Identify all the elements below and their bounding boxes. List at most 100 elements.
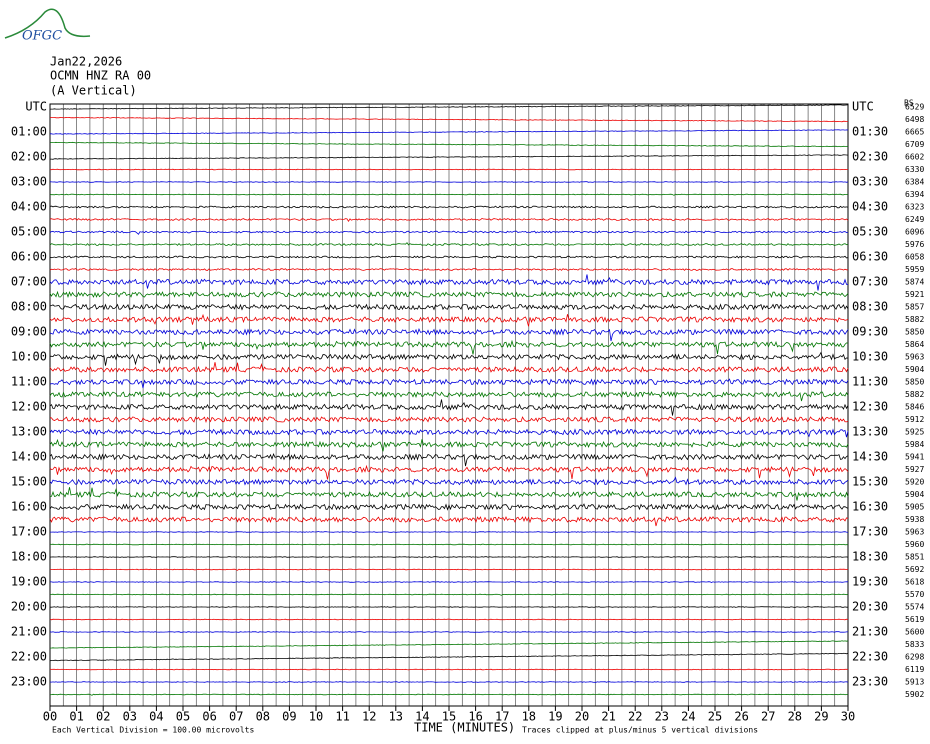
- trace: [49, 606, 848, 608]
- x-tick-label: 14: [415, 710, 429, 724]
- trace: [49, 476, 849, 486]
- trace-offset: 5984: [905, 440, 924, 449]
- hour-label: 14:00: [11, 450, 47, 464]
- trace-offset: 5912: [905, 415, 924, 424]
- x-tick-label: 28: [788, 710, 802, 724]
- trace-offset: 6330: [905, 165, 924, 174]
- trace-offset: 6119: [905, 665, 924, 674]
- trace-offset: 6602: [905, 153, 924, 162]
- x-tick-label: 12: [362, 710, 376, 724]
- trace-offset: 6384: [905, 178, 924, 187]
- x-tick-label: 13: [389, 710, 403, 724]
- x-tick-label: 16: [468, 710, 482, 724]
- trace: [49, 205, 849, 209]
- clip-note: Traces clipped at plus/minus 5 vertical …: [522, 726, 758, 735]
- x-tick-label: 24: [681, 710, 695, 724]
- x-tick-label: 26: [734, 710, 748, 724]
- trace-offset: 5938: [905, 515, 924, 524]
- x-tick-label: 25: [708, 710, 722, 724]
- x-tick-label: 23: [655, 710, 669, 724]
- trace: [49, 438, 849, 452]
- half-hour-label: 02:30: [852, 150, 888, 164]
- trace: [49, 693, 849, 696]
- trace: [49, 503, 849, 511]
- trace-offset: 5963: [905, 353, 924, 362]
- trace-offset: 6394: [905, 190, 924, 199]
- trace-offset: 5874: [905, 278, 924, 287]
- x-tick-label: 27: [761, 710, 775, 724]
- hour-label: 22:00: [11, 650, 47, 664]
- trace: [49, 399, 849, 416]
- hour-label: 16:00: [11, 500, 47, 514]
- trace-offset: 6498: [905, 115, 924, 124]
- hour-label: 23:00: [11, 675, 47, 689]
- trace-offset: 5864: [905, 340, 924, 349]
- half-hour-label: 03:30: [852, 175, 888, 189]
- trace-offset: 5600: [905, 628, 924, 637]
- hour-label: 18:00: [11, 550, 47, 564]
- half-hour-label: 08:30: [852, 300, 888, 314]
- hour-label: 11:00: [11, 375, 47, 389]
- x-tick-label: 30: [841, 710, 855, 724]
- half-hour-label: 21:30: [852, 625, 888, 639]
- trace-offset: 6249: [905, 215, 924, 224]
- half-hour-label: 20:30: [852, 600, 888, 614]
- x-tick-label: 18: [522, 710, 536, 724]
- hour-label: 08:00: [11, 300, 47, 314]
- half-hour-label: 10:30: [852, 350, 888, 364]
- trace: [49, 452, 849, 467]
- trace-offset: 5574: [905, 603, 924, 612]
- trace-offset: 5882: [905, 390, 924, 399]
- half-hour-label: 17:30: [852, 525, 888, 539]
- trace: [50, 104, 849, 110]
- trace: [50, 129, 849, 135]
- trace-offset: 5846: [905, 403, 924, 412]
- x-tick-label: 10: [309, 710, 323, 724]
- x-tick-label: 03: [123, 710, 137, 724]
- half-hour-label: 12:30: [852, 400, 888, 414]
- trace: [49, 116, 849, 123]
- logo-text: OFGC: [22, 29, 62, 44]
- hour-label: UTC: [25, 100, 47, 114]
- trace-offset: 5850: [905, 378, 924, 387]
- trace-offset: 5960: [905, 540, 924, 549]
- x-tick-label: 06: [202, 710, 216, 724]
- axis-title: TIME (MINUTES): [414, 721, 515, 735]
- trace-offset: 5905: [905, 503, 924, 512]
- trace: [49, 652, 849, 662]
- trace: [49, 618, 849, 621]
- x-tick-label: 29: [814, 710, 828, 724]
- trace-offset: 5882: [905, 315, 924, 324]
- hour-label: 02:00: [11, 150, 47, 164]
- trace: [49, 631, 848, 633]
- trace-offset: 5920: [905, 478, 924, 487]
- trace: [49, 193, 849, 196]
- half-hour-label: 22:30: [852, 650, 888, 664]
- trace: [49, 168, 848, 171]
- x-tick-label: 09: [282, 710, 296, 724]
- x-tick-label: 11: [335, 710, 349, 724]
- trace: [49, 230, 849, 235]
- hour-label: 17:00: [11, 525, 47, 539]
- x-tick-label: 01: [69, 710, 83, 724]
- hour-label: 10:00: [11, 350, 47, 364]
- trace: [49, 543, 848, 546]
- hour-label: 20:00: [11, 600, 47, 614]
- hour-label: 12:00: [11, 400, 47, 414]
- trace: [49, 327, 849, 342]
- half-hour-label: 01:30: [852, 125, 888, 139]
- trace: [49, 290, 849, 299]
- x-tick-label: 07: [229, 710, 243, 724]
- trace: [50, 154, 849, 160]
- trace-offset: 5941: [905, 453, 924, 462]
- component: (A Vertical): [50, 84, 137, 98]
- trace: [49, 556, 849, 558]
- scale-note: Each Vertical Division = 100.00 microvol…: [52, 726, 254, 735]
- half-hour-label: 13:30: [852, 425, 888, 439]
- hour-label: 01:00: [11, 125, 47, 139]
- trace: [49, 391, 849, 402]
- trace: [49, 378, 849, 389]
- hour-label: 05:00: [11, 225, 47, 239]
- trace-offset: 6096: [905, 228, 924, 237]
